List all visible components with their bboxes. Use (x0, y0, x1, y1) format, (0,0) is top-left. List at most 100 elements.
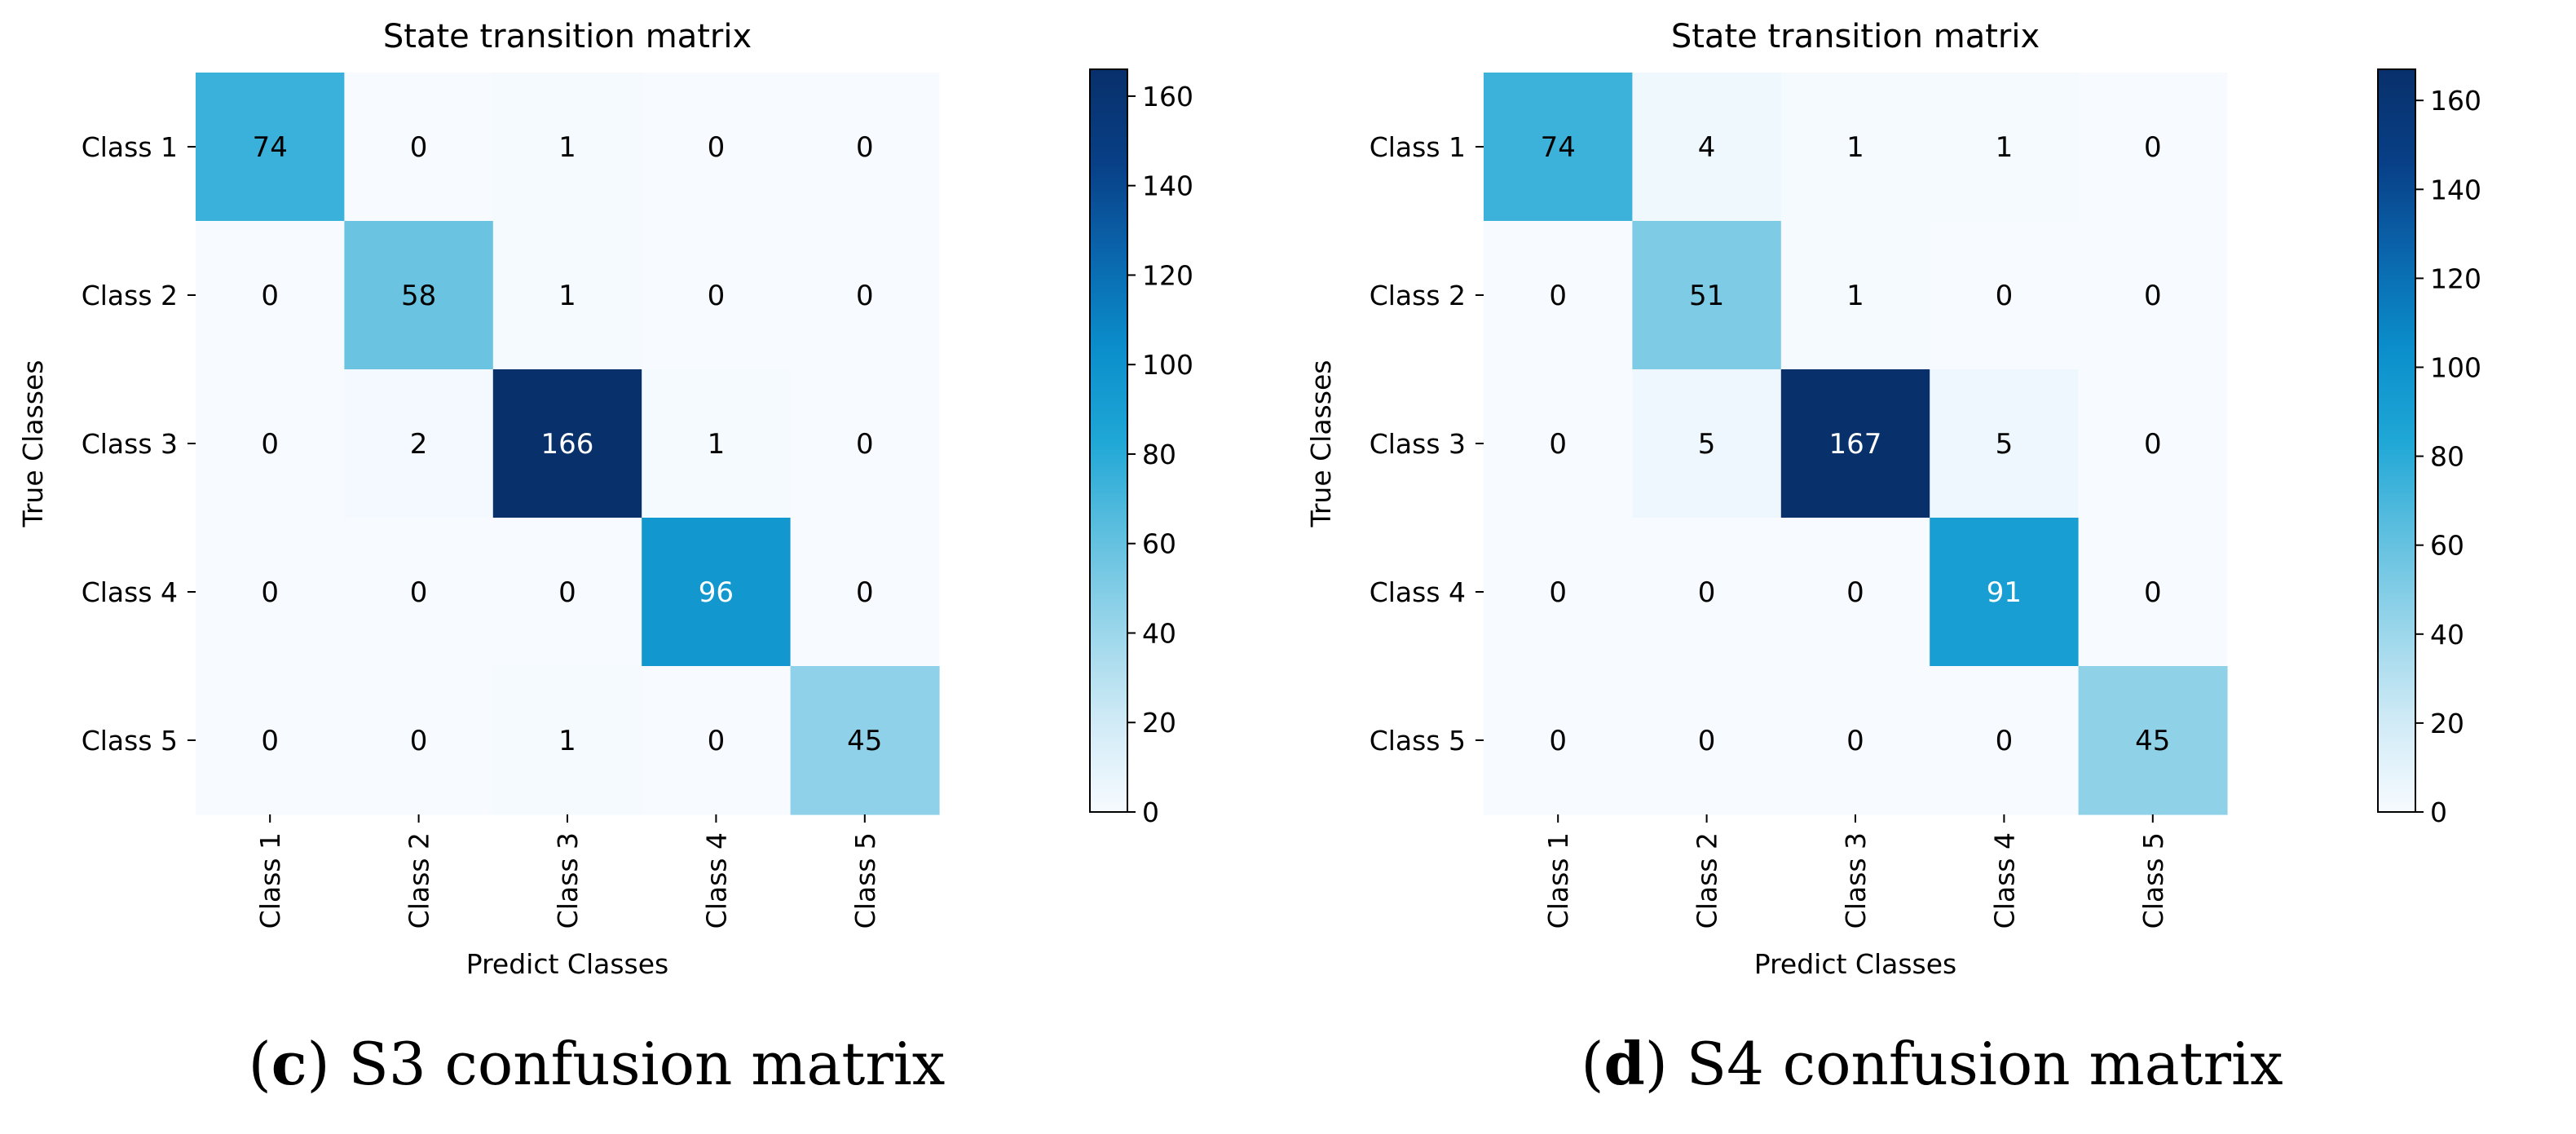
cell-value-label: 4 (1698, 131, 1716, 164)
y-tick-label: Class 5 (1370, 725, 1466, 757)
cell-value-label: 1 (1846, 280, 1864, 312)
y-tick-label: Class 3 (82, 428, 178, 460)
heatmap-cell (196, 518, 345, 667)
heatmap-cell (1632, 369, 1782, 518)
heatmap-cell (344, 666, 494, 815)
cell-value-label: 0 (1698, 725, 1716, 757)
x-tick-label: Class 4 (1988, 832, 2020, 929)
heatmap-cell (1484, 369, 1633, 518)
cell-value-label: 1 (1846, 131, 1864, 164)
x-axis-label: Predict Classes (466, 948, 668, 980)
cell-value-label: 5 (1996, 428, 2014, 461)
y-tick-label: Class 2 (82, 280, 178, 311)
heatmap-cell (1930, 518, 2080, 667)
cell-value-label: 0 (2144, 428, 2162, 461)
heatmap-cell (344, 369, 494, 518)
colorbar-tick-label: 20 (1142, 707, 1176, 739)
x-tick-label: Class 3 (1840, 832, 1872, 929)
x-axis-label: Predict Classes (1754, 948, 1956, 980)
cell-value-label: 1 (558, 725, 576, 757)
cell-value-label: 1 (558, 131, 576, 164)
colorbar-tick-label: 60 (1142, 528, 1176, 560)
colorbar-tick-label: 40 (1142, 617, 1176, 649)
heatmap-cell (642, 369, 792, 518)
x-tick-label: Class 5 (849, 832, 881, 929)
cell-value-label: 58 (401, 280, 436, 312)
cell-value-label: 0 (261, 725, 279, 757)
caption-text: S4 confusion matrix (1686, 1030, 2283, 1098)
caption-d: (d) S4 confusion matrix (1581, 1029, 2283, 1098)
y-tick-label: Class 2 (1370, 280, 1466, 311)
heatmap-cell (196, 666, 345, 815)
colorbar-tick-label: 0 (2430, 796, 2447, 828)
heatmap-cell (1484, 221, 1633, 370)
cell-value-label: 0 (261, 428, 279, 461)
heatmap-cell (1484, 73, 1633, 222)
heatmap-cell (1484, 666, 1633, 815)
cell-value-label: 0 (2144, 131, 2162, 164)
cell-value-label: 74 (253, 131, 288, 164)
caption-letter: c (271, 1029, 307, 1098)
heatmap-cell (196, 73, 345, 222)
heatmap-cell (790, 666, 940, 815)
heatmap-cell (790, 73, 940, 222)
cell-value-label: 45 (2135, 725, 2170, 757)
heatmap-cell (790, 369, 940, 518)
colorbar-tick-label: 60 (2430, 530, 2464, 562)
y-axis-label: True Classes (17, 360, 49, 528)
cell-value-label: 0 (708, 280, 726, 312)
y-tick-label: Class 4 (82, 576, 178, 608)
heatmap-cell (1930, 666, 2080, 815)
cell-value-label: 0 (856, 576, 874, 609)
heatmap-cell (2078, 221, 2228, 370)
cell-value-label: 1 (558, 280, 576, 312)
cell-value-label: 0 (261, 576, 279, 609)
heatmap-cell (2078, 666, 2228, 815)
x-tick-label: Class 1 (254, 832, 286, 929)
heatmap-cell (1930, 369, 2080, 518)
heatmap-cell (1930, 73, 2080, 222)
heatmap-cell (492, 73, 642, 222)
heatmap-cell (344, 73, 494, 222)
colorbar-tick-label: 80 (1142, 439, 1176, 470)
heatmap-cell (1632, 518, 1782, 667)
cell-value-label: 0 (1549, 280, 1567, 312)
heatmap-cell (1632, 73, 1782, 222)
heatmap-cell (790, 518, 940, 667)
x-tick-label: Class 2 (1692, 832, 1723, 929)
cell-value-label: 0 (708, 725, 726, 757)
y-tick-label: Class 5 (82, 725, 178, 757)
heatmap-cell (2078, 369, 2228, 518)
cell-value-label: 0 (2144, 280, 2162, 312)
heatmap-cell (1780, 518, 1930, 667)
y-tick-label: Class 3 (1370, 428, 1466, 460)
cell-value-label: 45 (847, 725, 882, 757)
x-tick-label: Class 2 (404, 832, 435, 929)
cell-value-label: 0 (1698, 576, 1716, 609)
cell-value-label: 0 (410, 725, 428, 757)
heatmap-cell (642, 518, 792, 667)
chart-title: State transition matrix (383, 18, 752, 55)
heatmap-cell (1780, 666, 1930, 815)
heatmap-cell (344, 221, 494, 370)
cell-value-label: 0 (708, 131, 726, 164)
heatmap-cell (492, 221, 642, 370)
colorbar-tick-label: 0 (1142, 796, 1159, 828)
x-tick-label: Class 1 (1542, 832, 1574, 929)
colorbar-tick-label: 140 (2430, 174, 2481, 205)
heatmap-cell (2078, 73, 2228, 222)
cell-value-label: 2 (410, 428, 428, 461)
cell-value-label: 1 (1996, 131, 2014, 164)
cell-value-label: 74 (1541, 131, 1576, 164)
y-tick-label: Class 1 (82, 131, 178, 163)
heatmap-cell (492, 666, 642, 815)
heatmap-cell (642, 666, 792, 815)
cell-value-label: 167 (1829, 428, 1882, 461)
colorbar-tick-label: 140 (1142, 170, 1193, 202)
cell-value-label: 0 (1846, 725, 1864, 757)
cell-value-label: 0 (410, 131, 428, 164)
cell-value-label: 0 (558, 576, 576, 609)
cell-value-label: 0 (410, 576, 428, 609)
heatmap-cell (642, 221, 792, 370)
